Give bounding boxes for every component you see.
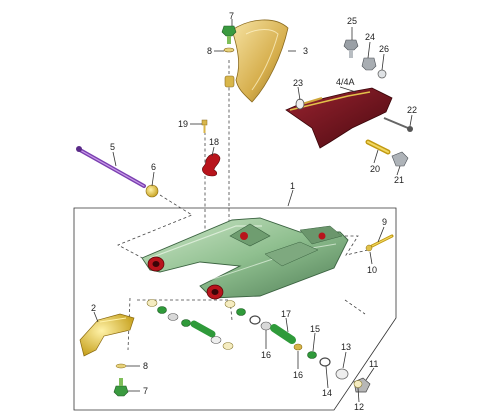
guide-lines [117, 60, 369, 351]
callout-26: 26 [379, 44, 389, 54]
callout-16-left: 16 [261, 350, 271, 360]
callout-8-top: 8 [207, 46, 212, 56]
bolts-24-26 [343, 39, 387, 79]
callout-14: 14 [322, 388, 332, 398]
callout-4-4a: 4/4A [336, 77, 355, 87]
callout-25: 25 [347, 16, 357, 26]
callout-1: 1 [290, 181, 295, 191]
pivot-components [146, 299, 371, 393]
chain-guard [285, 87, 393, 149]
callout-16-right: 16 [293, 370, 303, 380]
clip-18 [202, 153, 221, 177]
callout-22: 22 [407, 105, 417, 115]
bottom-bolt [113, 363, 129, 397]
callout-23: 23 [293, 78, 303, 88]
callout-15: 15 [310, 324, 320, 334]
bolt-22 [383, 117, 413, 132]
callout-10: 10 [367, 265, 377, 275]
bolt-9-10 [365, 234, 394, 252]
callout-11: 11 [369, 359, 378, 369]
assembly-outline [73, 207, 397, 411]
block-21 [391, 151, 409, 167]
callout-18: 18 [209, 137, 219, 147]
callout-19: 19 [178, 119, 188, 129]
adjuster-20 [365, 139, 391, 155]
callout-7-bottom: 7 [143, 386, 148, 396]
axle-5 [76, 146, 146, 188]
callout-2: 2 [91, 303, 96, 313]
leader-lines [93, 19, 413, 403]
bolt-19 [201, 119, 208, 133]
callout-labels: 7 8 3 25 24 26 23 4/4A 22 19 18 5 6 20 2… [91, 11, 417, 412]
nut-6 [145, 184, 159, 198]
top-bolt [221, 25, 237, 53]
callout-5: 5 [110, 142, 115, 152]
callout-20: 20 [370, 164, 380, 174]
callout-24: 24 [365, 32, 375, 42]
callout-21: 21 [394, 175, 404, 185]
callout-13: 13 [341, 342, 351, 352]
callout-7-top: 7 [229, 11, 234, 21]
callout-12: 12 [354, 402, 364, 412]
callout-3: 3 [303, 46, 308, 56]
callout-8-bottom: 8 [143, 361, 148, 371]
chain-slider-2 [79, 313, 135, 357]
swing-arm [141, 217, 349, 300]
callout-6: 6 [151, 162, 156, 172]
callout-17: 17 [281, 309, 291, 319]
washer-23 [295, 98, 305, 110]
callout-9: 9 [382, 217, 387, 227]
rear-fender [224, 19, 289, 103]
